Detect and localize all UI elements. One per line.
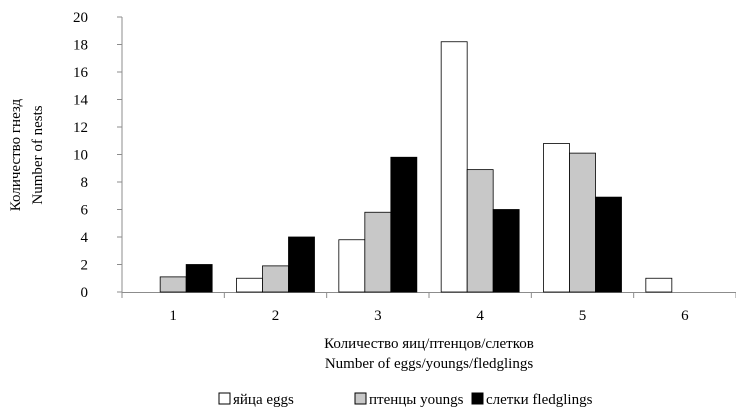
bar-fledglings-2 (289, 237, 315, 292)
plot-area (122, 17, 736, 293)
x-tick-label: 3 (374, 308, 382, 324)
bar-youngs-5 (570, 153, 596, 292)
bar-youngs-1 (160, 277, 186, 292)
x-tick-label: 5 (579, 308, 587, 324)
bars (160, 42, 672, 292)
x-tick-label: 2 (272, 308, 280, 324)
bar-fledglings-3 (391, 157, 417, 292)
y-axis-title-english: Number of nests (30, 105, 46, 204)
x-tick-label: 6 (681, 308, 689, 324)
y-tick-label: 18 (73, 38, 88, 54)
bar-fledglings-5 (596, 197, 622, 292)
legend-label-eggs: яйца eggs (233, 392, 294, 408)
y-tick-label: 10 (73, 148, 88, 164)
legend-item-fledglings: слетки fledglings (472, 392, 593, 408)
bar-eggs-3 (339, 240, 365, 292)
bar-eggs-5 (544, 144, 570, 293)
y-tick-label: 4 (81, 230, 89, 246)
x-tick-label: 1 (169, 308, 177, 324)
bar-fledglings-4 (493, 210, 519, 293)
legend-label-fledglings: слетки fledglings (486, 392, 593, 408)
y-tick-label: 14 (73, 93, 89, 109)
legend-swatch-youngs (355, 393, 366, 404)
bar-eggs-6 (646, 278, 672, 292)
legend-item-youngs: птенцы youngs (355, 392, 464, 408)
legend: яйца eggs птенцы youngs слетки fledgling… (219, 392, 593, 408)
bar-youngs-2 (263, 266, 289, 292)
x-axis-title: Количество яиц/птенцов/слетков (324, 336, 534, 352)
bar-youngs-4 (467, 170, 493, 292)
y-tick-label: 2 (81, 258, 89, 274)
legend-swatch-fledglings (472, 393, 483, 404)
y-axis-ticks: 0 2 4 6 8 10 12 14 16 18 20 (73, 10, 122, 301)
bar-eggs-2 (237, 278, 263, 292)
x-axis-title-english: Number of eggs/youngs/fledglings (325, 356, 533, 372)
y-tick-label: 0 (81, 285, 89, 301)
legend-item-eggs: яйца eggs (219, 392, 294, 408)
y-tick-label: 20 (73, 10, 88, 26)
bar-eggs-4 (441, 42, 467, 292)
bar-fledglings-1 (186, 265, 212, 293)
y-tick-label: 16 (73, 65, 89, 81)
legend-label-youngs: птенцы youngs (369, 392, 464, 408)
x-axis-ticks: 1 2 3 4 5 6 (122, 292, 736, 324)
y-tick-label: 8 (81, 175, 89, 191)
legend-swatch-eggs (219, 393, 230, 404)
y-tick-label: 6 (81, 203, 89, 219)
x-tick-label: 4 (476, 308, 484, 324)
bar-youngs-3 (365, 212, 391, 292)
y-tick-label: 12 (73, 120, 88, 136)
y-axis-title: Количество гнезд (8, 98, 24, 211)
